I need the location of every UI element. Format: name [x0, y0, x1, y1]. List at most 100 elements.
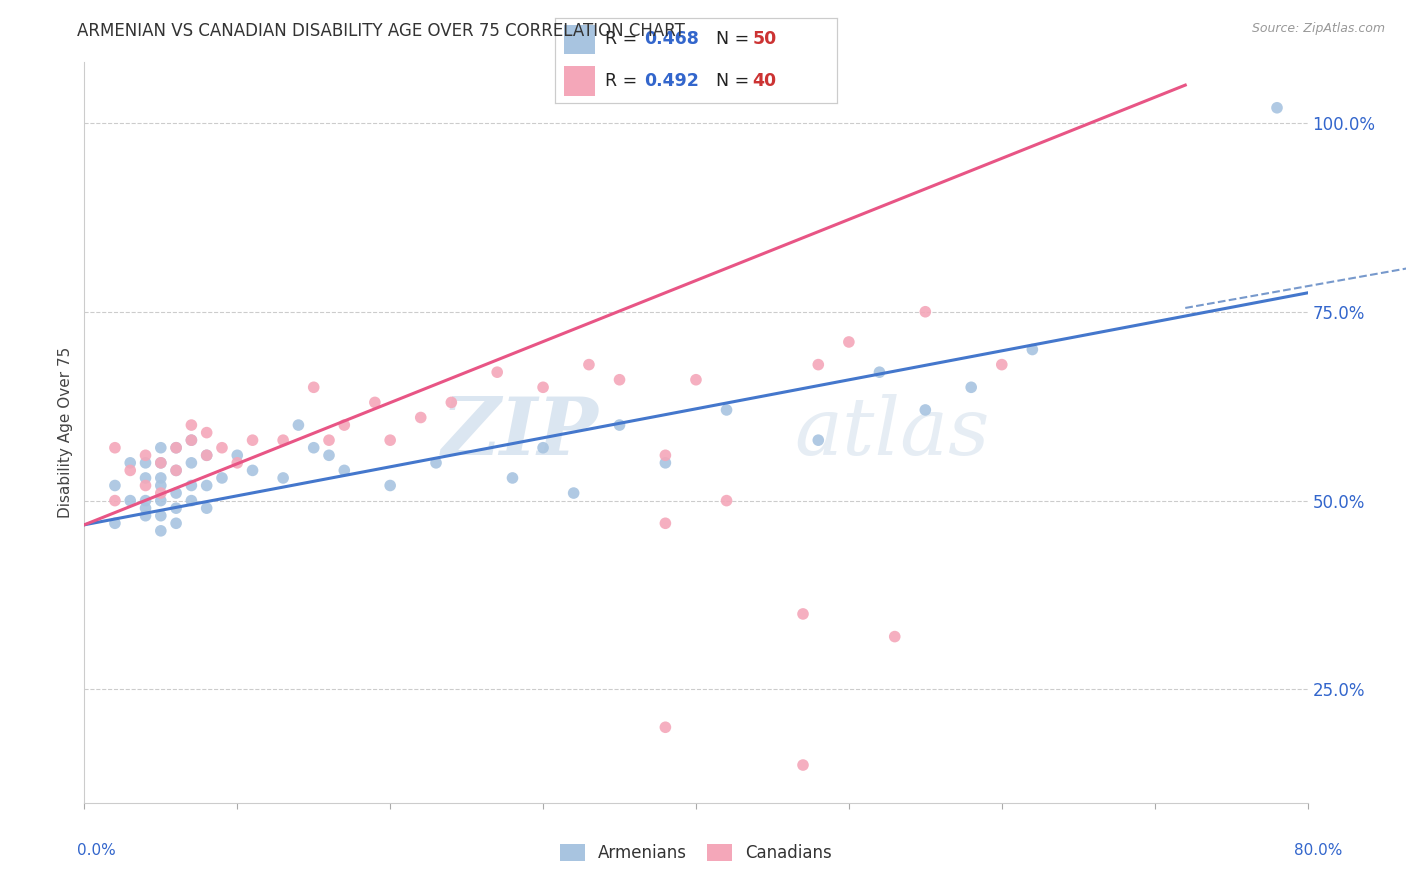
Point: [654, 456, 676, 470]
Point: [609, 418, 631, 433]
Point: [180, 493, 202, 508]
Point: [287, 418, 309, 433]
Text: N =: N =: [716, 29, 755, 47]
Text: R =: R =: [605, 72, 643, 90]
Point: [425, 456, 447, 470]
Point: [165, 501, 187, 516]
Point: [135, 501, 157, 516]
Point: [960, 380, 983, 394]
Point: [654, 720, 676, 734]
Point: [180, 478, 202, 492]
Point: [180, 433, 202, 447]
Point: [195, 425, 218, 440]
Point: [135, 456, 157, 470]
Point: [869, 365, 891, 379]
Point: [914, 403, 936, 417]
Point: [914, 304, 936, 318]
Point: [226, 448, 249, 462]
Point: [364, 395, 387, 409]
Point: [226, 456, 249, 470]
Point: [242, 433, 264, 447]
Y-axis label: Disability Age Over 75: Disability Age Over 75: [58, 347, 73, 518]
Text: R =: R =: [605, 29, 643, 47]
Point: [120, 463, 142, 477]
Point: [578, 358, 600, 372]
Point: [716, 493, 738, 508]
Point: [318, 448, 340, 462]
Point: [104, 478, 127, 492]
Point: [333, 463, 356, 477]
Point: [531, 380, 554, 394]
Point: [502, 471, 524, 485]
Point: [242, 463, 264, 477]
Point: [135, 508, 157, 523]
FancyBboxPatch shape: [564, 66, 595, 95]
Point: [149, 441, 172, 455]
Point: [120, 456, 142, 470]
Point: [135, 478, 157, 492]
Text: N =: N =: [716, 72, 755, 90]
Point: [685, 373, 707, 387]
Text: 0.0%: 0.0%: [77, 843, 117, 858]
Point: [838, 334, 860, 349]
Point: [211, 471, 233, 485]
Point: [120, 493, 142, 508]
Point: [302, 380, 325, 394]
Point: [149, 456, 172, 470]
Point: [792, 758, 814, 772]
Legend: Armenians, Canadians: Armenians, Canadians: [553, 837, 839, 869]
Text: ZIP: ZIP: [441, 394, 598, 471]
Point: [654, 448, 676, 462]
Point: [149, 478, 172, 492]
Point: [409, 410, 432, 425]
Point: [149, 456, 172, 470]
Point: [195, 448, 218, 462]
Text: 0.468: 0.468: [644, 29, 699, 47]
Point: [149, 524, 172, 538]
Point: [180, 418, 202, 433]
Point: [135, 493, 157, 508]
Point: [486, 365, 509, 379]
Point: [165, 463, 187, 477]
Point: [883, 630, 905, 644]
Point: [165, 441, 187, 455]
Point: [165, 486, 187, 500]
Point: [195, 501, 218, 516]
Point: [440, 395, 463, 409]
Point: [165, 463, 187, 477]
Point: [380, 433, 402, 447]
Point: [180, 433, 202, 447]
Point: [211, 441, 233, 455]
Point: [531, 441, 554, 455]
Point: [195, 448, 218, 462]
Point: [149, 486, 172, 500]
Point: [271, 471, 294, 485]
Point: [318, 433, 340, 447]
Point: [104, 441, 127, 455]
Point: [380, 478, 402, 492]
Point: [807, 358, 830, 372]
Point: [562, 486, 585, 500]
Text: Source: ZipAtlas.com: Source: ZipAtlas.com: [1251, 22, 1385, 36]
Point: [104, 516, 127, 531]
Point: [271, 433, 294, 447]
Text: atlas: atlas: [794, 394, 990, 471]
Point: [165, 516, 187, 531]
Point: [792, 607, 814, 621]
Text: 80.0%: 80.0%: [1295, 843, 1343, 858]
Point: [165, 441, 187, 455]
Point: [195, 478, 218, 492]
Point: [716, 403, 738, 417]
Point: [104, 493, 127, 508]
Point: [609, 373, 631, 387]
FancyBboxPatch shape: [564, 25, 595, 54]
Text: 0.492: 0.492: [644, 72, 699, 90]
Point: [333, 418, 356, 433]
Text: 40: 40: [752, 72, 776, 90]
Point: [807, 433, 830, 447]
Point: [149, 508, 172, 523]
Point: [149, 471, 172, 485]
Point: [1265, 101, 1288, 115]
Point: [302, 441, 325, 455]
Point: [135, 471, 157, 485]
